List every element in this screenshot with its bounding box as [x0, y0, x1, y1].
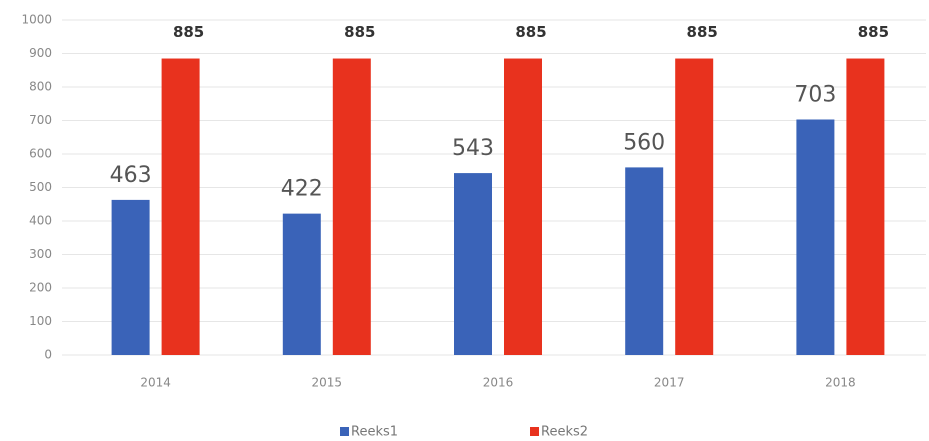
value-label: 703	[794, 82, 836, 107]
x-tick-label: 2016	[483, 376, 514, 390]
value-label: 885	[858, 23, 889, 41]
y-tick-label: 700	[29, 113, 52, 127]
value-label: 422	[281, 177, 323, 202]
x-tick-label: 2015	[312, 376, 343, 390]
bar	[846, 58, 885, 356]
bar	[675, 58, 714, 356]
y-tick-label: 100	[29, 314, 52, 328]
y-tick-label: 300	[29, 247, 52, 261]
legend-label: Reeks2	[541, 425, 588, 440]
y-tick-label: 1000	[21, 13, 52, 27]
legend-label: Reeks1	[351, 425, 398, 440]
value-label: 885	[173, 23, 204, 41]
value-label: 885	[344, 23, 375, 41]
legend-swatch	[340, 427, 349, 436]
y-tick-label: 200	[29, 281, 52, 295]
bar	[161, 58, 200, 356]
value-label: 560	[623, 130, 665, 155]
y-tick-label: 400	[29, 214, 52, 228]
bar	[111, 199, 150, 355]
y-tick-label: 0	[44, 348, 52, 362]
x-tick-label: 2017	[654, 376, 685, 390]
y-tick-label: 800	[29, 80, 52, 94]
bar	[282, 213, 321, 355]
x-tick-label: 2014	[140, 376, 171, 390]
bar	[332, 58, 371, 356]
legend-swatch	[530, 427, 539, 436]
bar	[796, 119, 835, 356]
value-label: 885	[687, 23, 718, 41]
y-tick-label: 900	[29, 46, 52, 60]
y-tick-label: 600	[29, 147, 52, 161]
x-tick-label: 2018	[825, 376, 856, 390]
value-label: 885	[515, 23, 546, 41]
value-label: 543	[452, 136, 494, 161]
bar	[454, 173, 492, 355]
bar	[504, 58, 542, 356]
value-label: 463	[110, 163, 152, 188]
bar	[625, 167, 664, 355]
y-tick-label: 500	[29, 180, 52, 194]
